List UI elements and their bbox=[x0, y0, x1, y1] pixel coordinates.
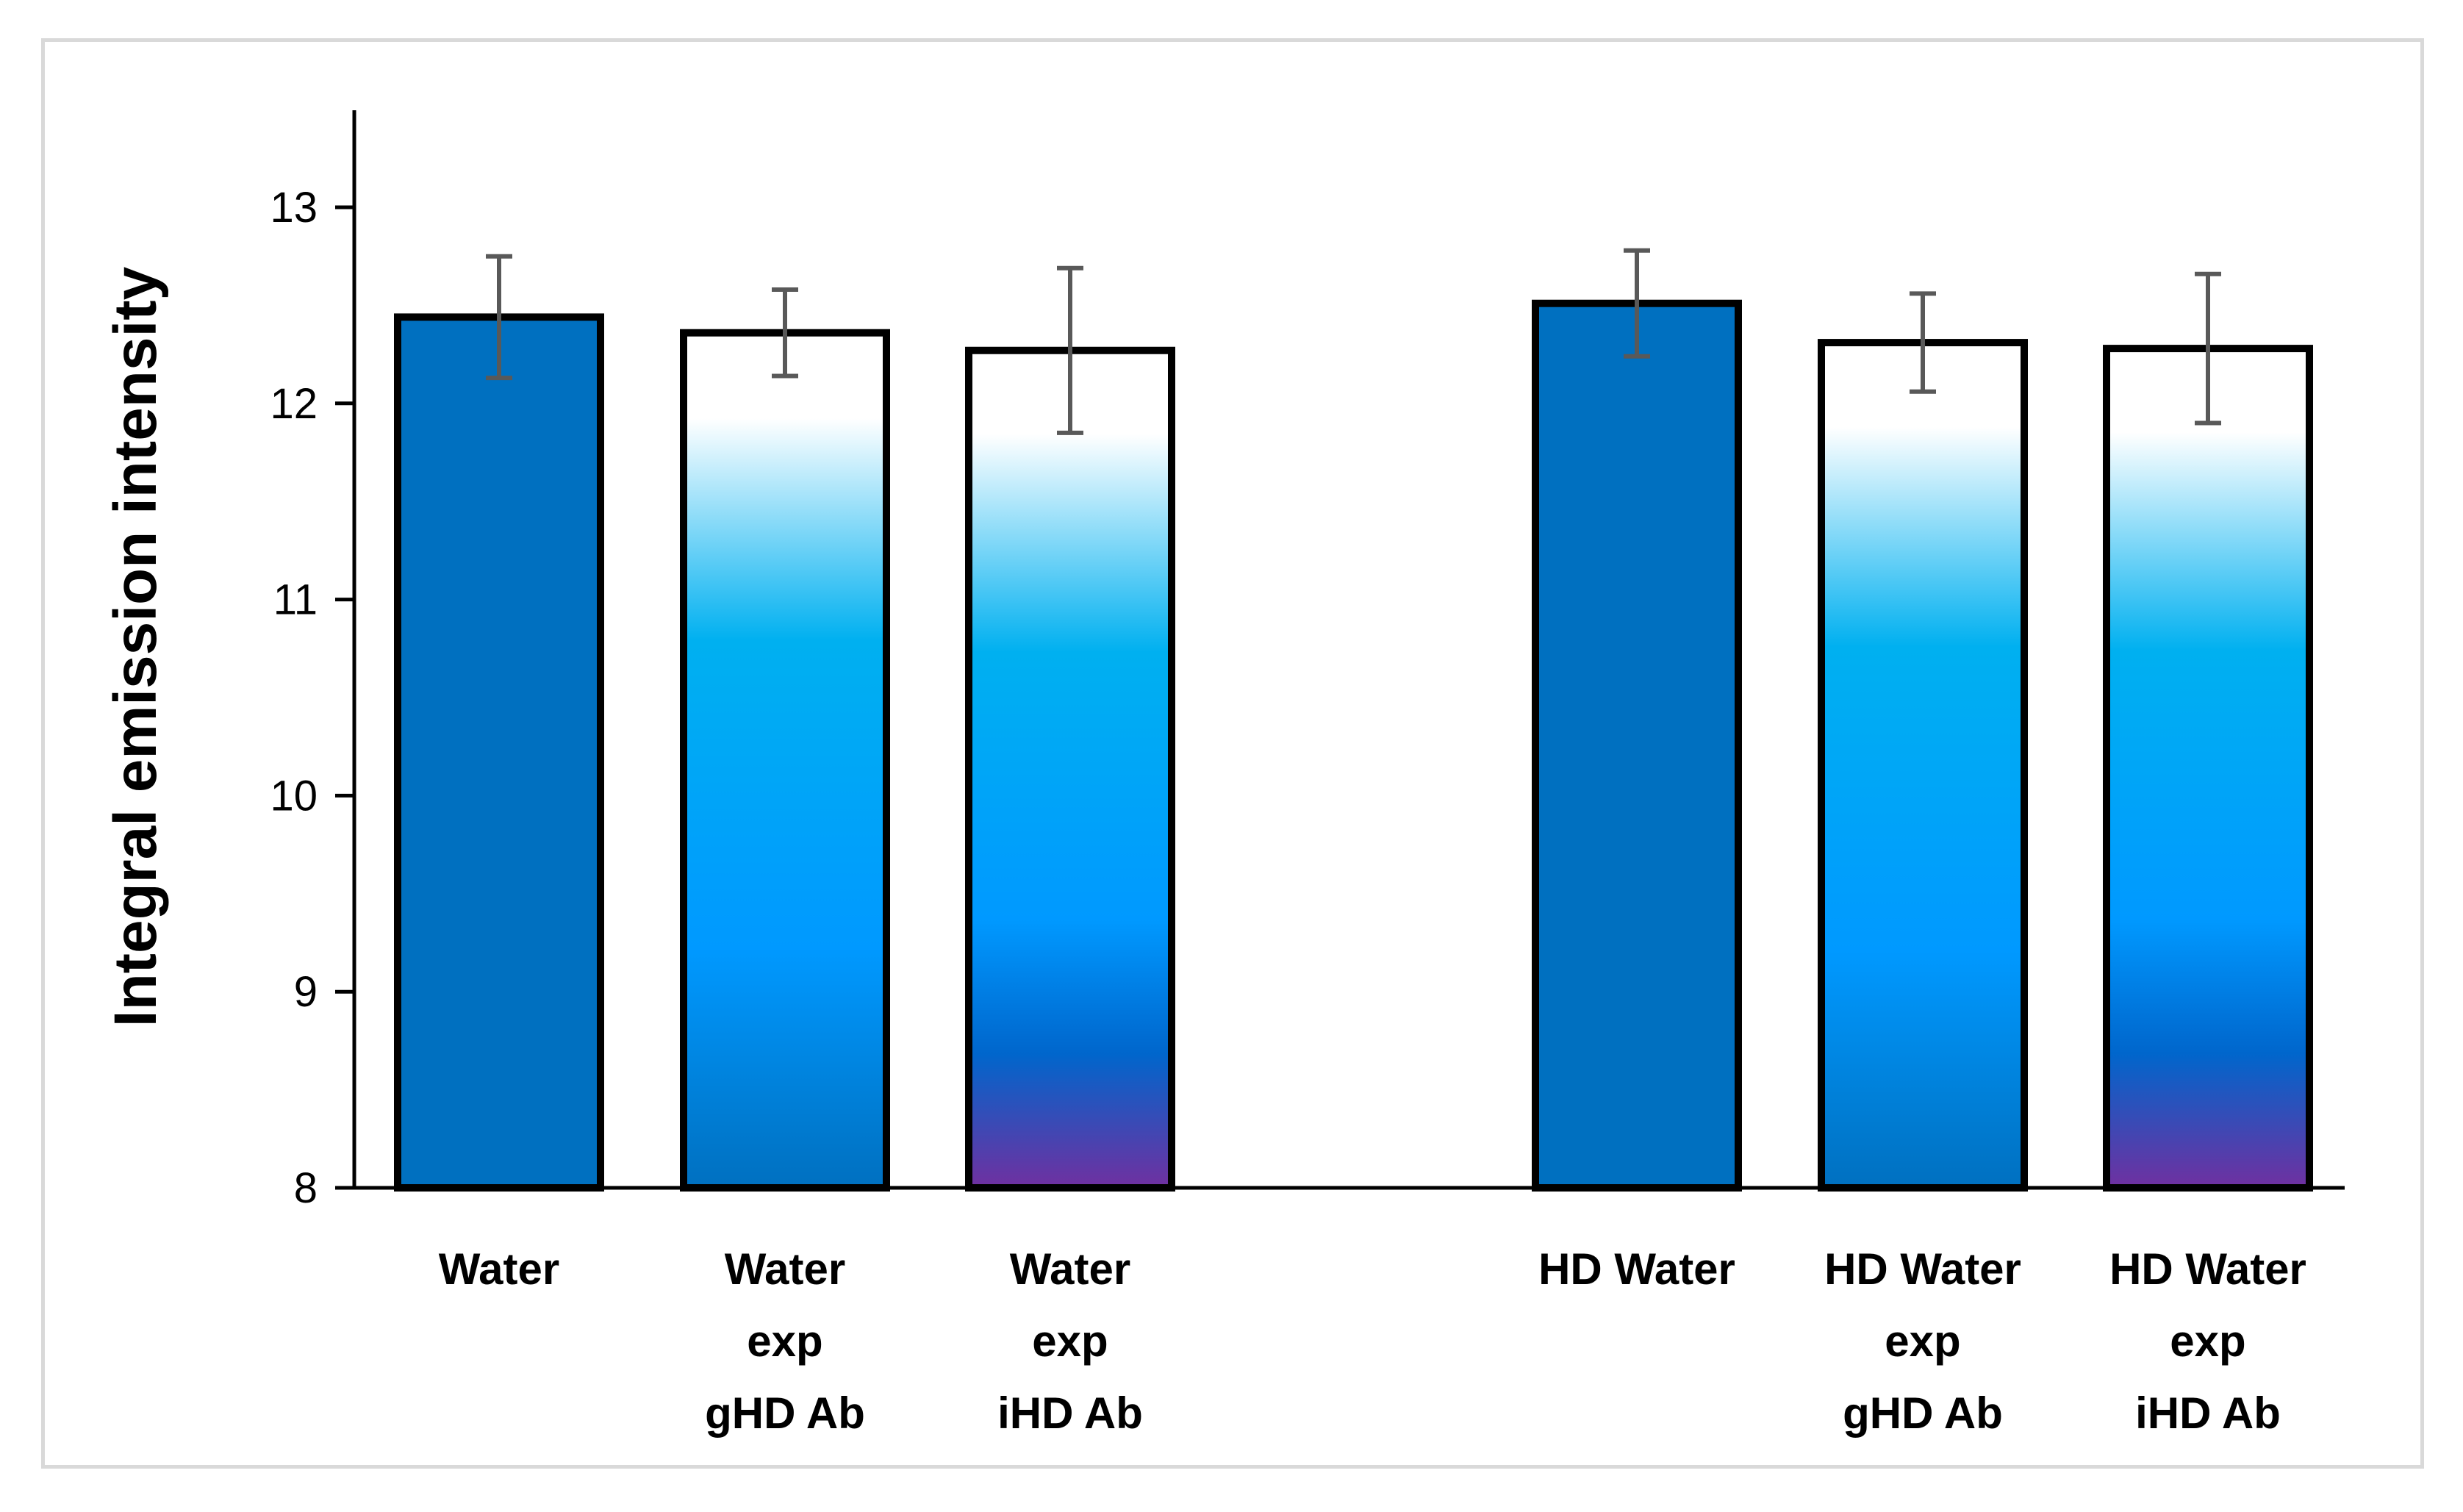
bar-series bbox=[394, 299, 2313, 1192]
category-label-line: gHD Ab bbox=[705, 1389, 865, 1438]
category-label-line: iHD Ab bbox=[997, 1389, 1143, 1438]
category-label-line: HD Water bbox=[2109, 1244, 2306, 1294]
error-bars bbox=[486, 248, 2221, 435]
category-label: Water exp gHD Ab bbox=[705, 1244, 865, 1438]
category-label-line: exp bbox=[1885, 1316, 1960, 1366]
y-tick-label: 11 bbox=[273, 576, 318, 624]
category-label-line: exp bbox=[1032, 1316, 1108, 1366]
category-label-line: iHD Ab bbox=[2135, 1389, 2281, 1438]
category-label-line: exp bbox=[747, 1316, 822, 1366]
category-label-line: Water bbox=[1010, 1244, 1130, 1294]
y-axis-ticks: 8 9 10 11 12 13 bbox=[270, 184, 354, 1212]
axes bbox=[335, 110, 2345, 1190]
category-label: HD Water exp gHD Ab bbox=[1824, 1244, 2021, 1438]
category-label-line: HD Water bbox=[1824, 1244, 2021, 1294]
category-label: HD Water bbox=[1538, 1244, 1735, 1294]
category-label-line: gHD Ab bbox=[1843, 1389, 2003, 1438]
y-tick-label: 8 bbox=[294, 1164, 318, 1212]
y-tick-label: 9 bbox=[294, 968, 318, 1016]
bar bbox=[2103, 345, 2313, 1192]
y-tick-label: 13 bbox=[270, 184, 318, 232]
y-tick-label: 10 bbox=[270, 772, 318, 820]
category-label-line: Water bbox=[439, 1244, 559, 1294]
y-tick-label: 12 bbox=[270, 380, 318, 428]
bar bbox=[1532, 299, 1742, 1192]
category-label: Water exp iHD Ab bbox=[997, 1244, 1143, 1438]
category-label: HD Water exp iHD Ab bbox=[2109, 1244, 2306, 1438]
bar bbox=[965, 346, 1175, 1192]
bar bbox=[680, 329, 890, 1192]
category-label-line: Water bbox=[725, 1244, 845, 1294]
category-label: Water bbox=[439, 1244, 559, 1294]
category-label-line: HD Water bbox=[1538, 1244, 1735, 1294]
bar bbox=[394, 313, 604, 1192]
y-axis-title: Integral emission intensity bbox=[102, 266, 169, 1027]
bar bbox=[1818, 339, 2028, 1192]
category-label-line: exp bbox=[2170, 1316, 2245, 1366]
